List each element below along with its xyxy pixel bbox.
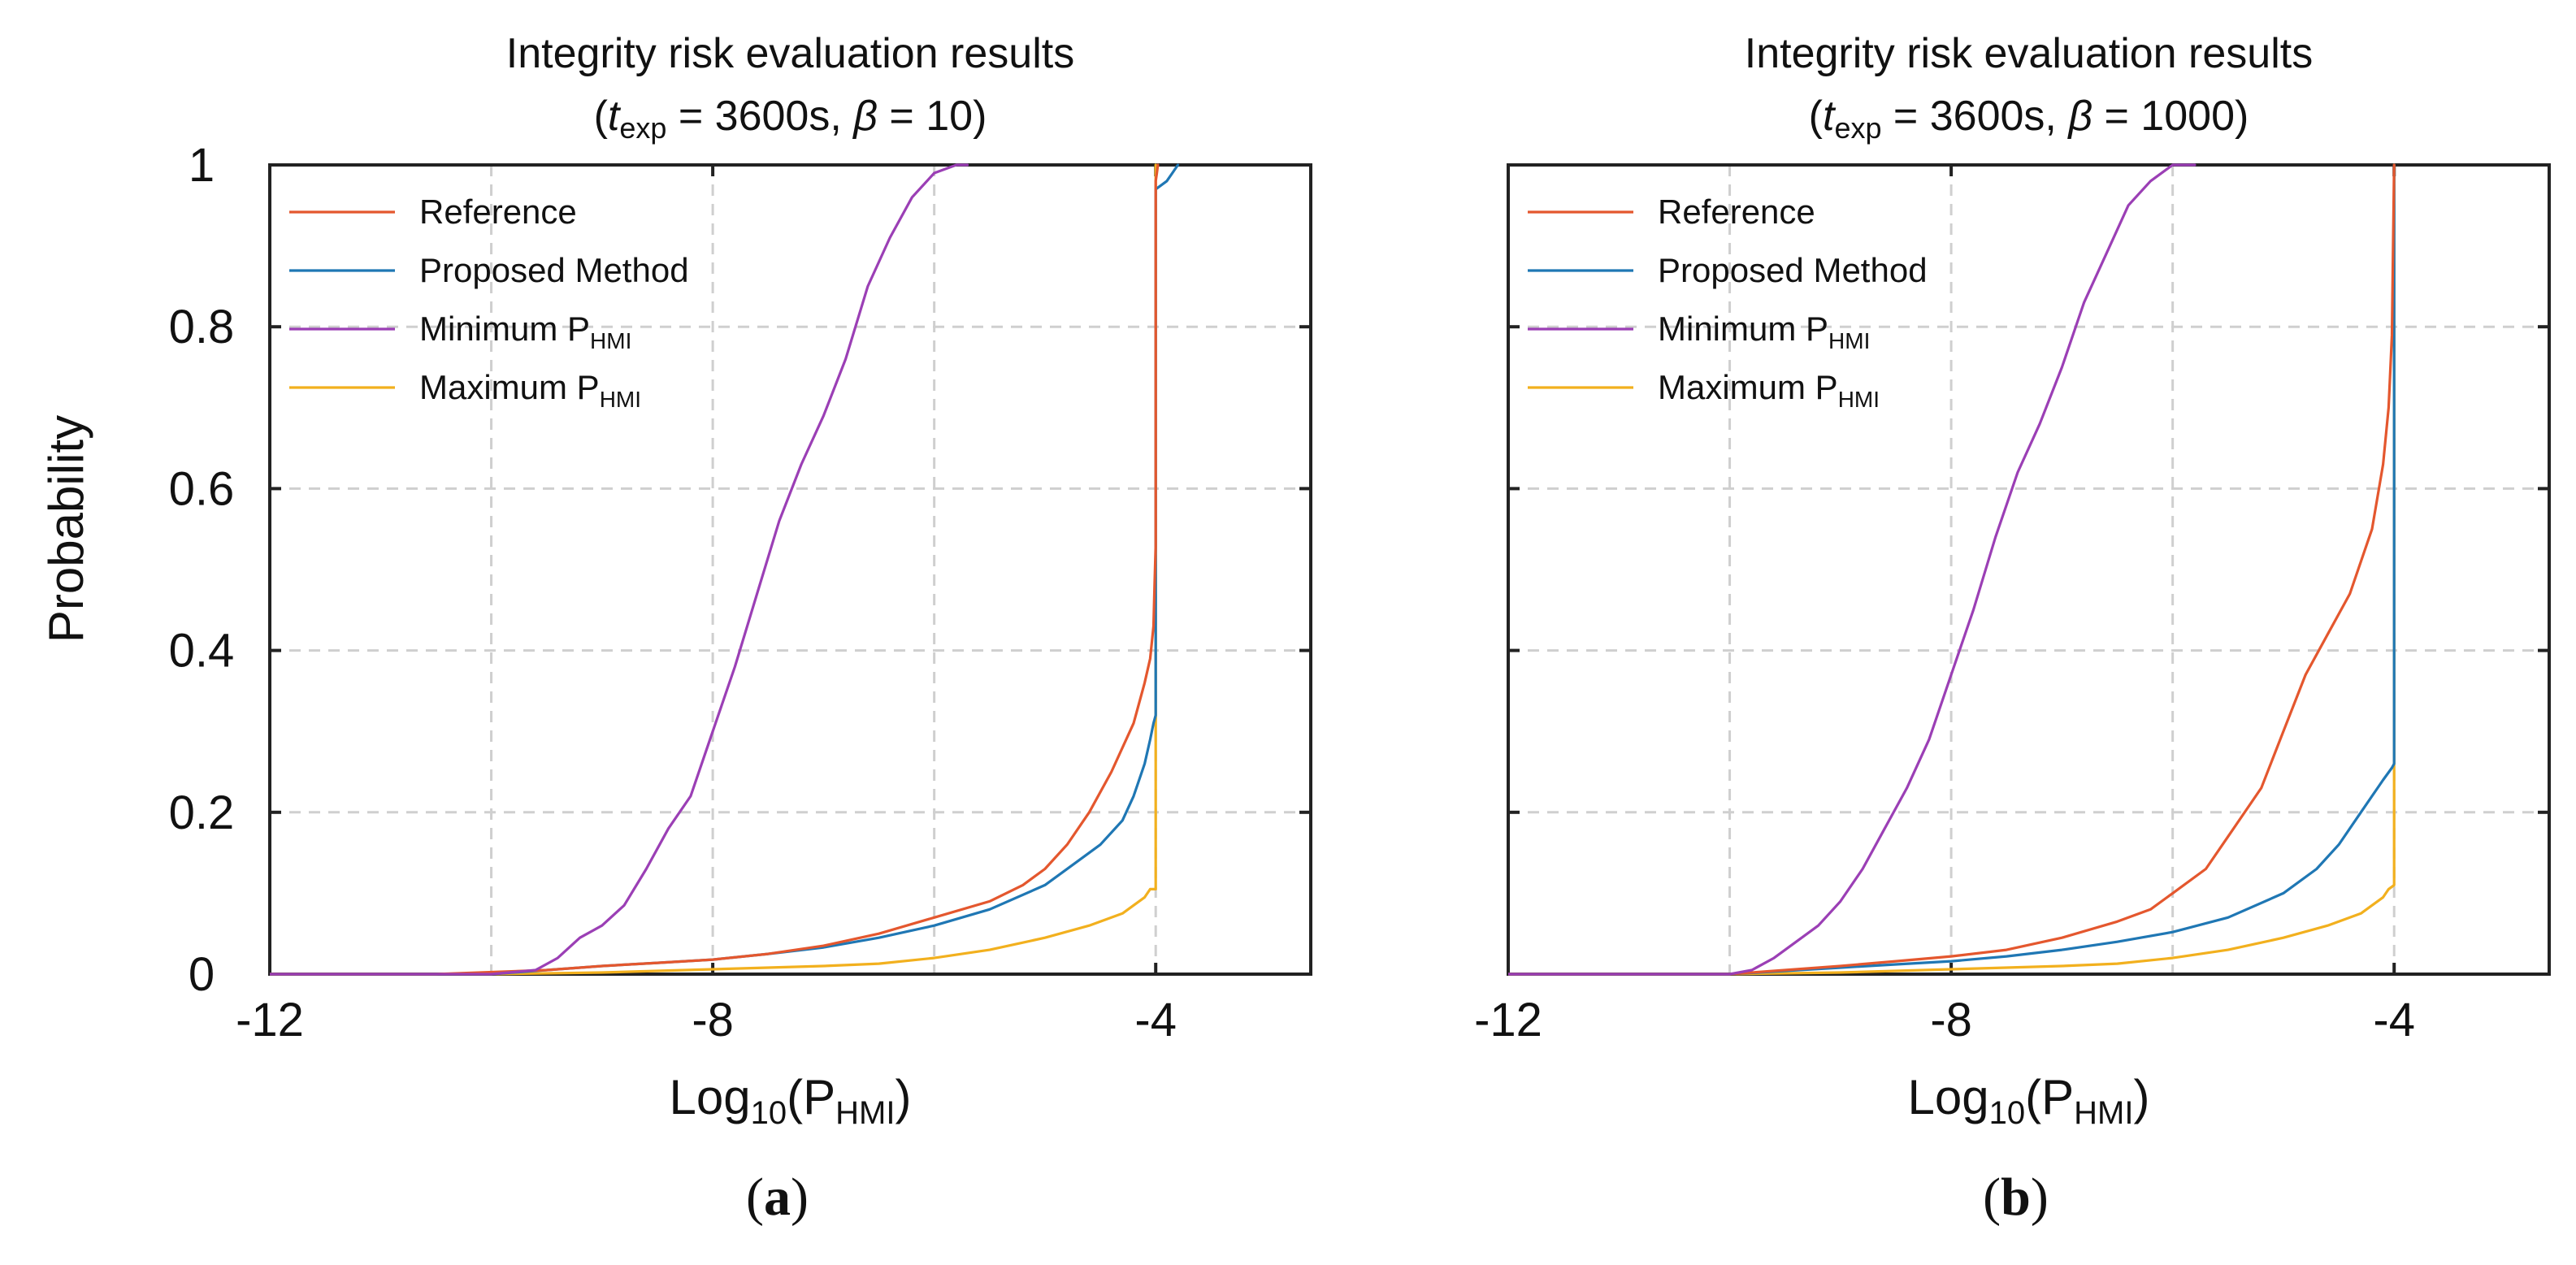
plot-frame <box>268 163 1312 976</box>
y-tick-label: 0.2 <box>169 786 235 839</box>
legend-label-maximum: Maximum PHMI <box>1658 368 1880 412</box>
legend: Reference Proposed Method Minimum PHMI Maxi… <box>1528 193 1928 412</box>
series-line-maximum <box>1508 163 2396 976</box>
y-tick-label: 0.8 <box>169 301 235 353</box>
y-tick-label: 1 <box>189 139 215 192</box>
series-line-minimum <box>270 163 969 976</box>
panel-label: (a) <box>746 1168 809 1227</box>
x-tick-label: -12 <box>1474 994 1542 1046</box>
y-tick-label: 0.4 <box>169 625 235 678</box>
legend-label-minimum: Minimum PHMI <box>1658 310 1870 353</box>
series-group <box>1508 163 2396 976</box>
series-line-reference <box>270 163 1160 976</box>
series-line-reference <box>1508 163 2396 976</box>
legend-label-reference: Reference <box>1658 193 1815 231</box>
y-tick-label: 0.6 <box>169 462 235 515</box>
x-tick-label: -8 <box>692 994 734 1046</box>
chart-panel-a: Integrity risk evaluation results (texp =… <box>39 30 1312 1227</box>
series-group <box>270 163 1180 976</box>
x-tick-label: -4 <box>2373 994 2415 1046</box>
chart-panel-b: Integrity risk evaluation results (texp =… <box>1474 30 2551 1227</box>
y-axis-label: Probability <box>39 415 93 643</box>
chart-title: Integrity risk evaluation results <box>506 30 1074 77</box>
chart-title: Integrity risk evaluation results <box>1745 30 2313 77</box>
legend-label-proposed: Proposed Method <box>1658 251 1928 289</box>
x-axis-label: Log10(PHMI) <box>670 1070 912 1131</box>
plot-frame <box>1507 163 2551 976</box>
x-tick-label: -4 <box>1134 994 1177 1046</box>
x-tick-label: -8 <box>1930 994 1972 1046</box>
series-line-proposed <box>270 163 1180 976</box>
legend: Reference Proposed Method Minimum PHMI Maxi… <box>289 193 689 412</box>
series-line-maximum <box>270 163 1157 976</box>
legend-label-minimum: Minimum PHMI <box>419 310 631 353</box>
y-tick-label: 0 <box>189 948 215 1001</box>
legend-label-reference: Reference <box>419 193 577 231</box>
legend-label-proposed: Proposed Method <box>419 251 689 289</box>
legend-label-maximum: Maximum PHMI <box>419 368 641 412</box>
x-tick-label: -12 <box>236 994 304 1046</box>
panel-label: (b) <box>1983 1168 2049 1227</box>
chart-subtitle: (texp = 3600s, β = 10) <box>594 93 987 145</box>
chart-subtitle: (texp = 3600s, β = 1000) <box>1809 93 2249 145</box>
series-line-minimum <box>1508 163 2197 976</box>
x-axis-label: Log10(PHMI) <box>1908 1070 2150 1131</box>
series-line-proposed <box>1508 163 2396 976</box>
